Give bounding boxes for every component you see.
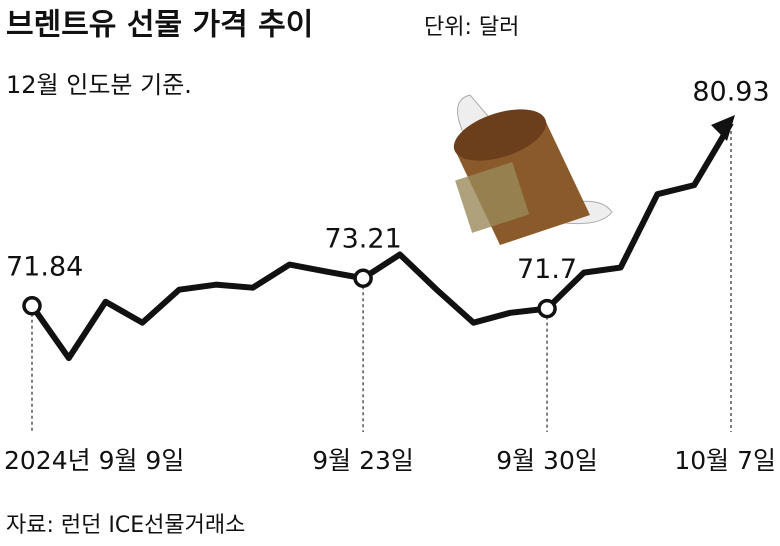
data-label: 73.21 [324, 224, 401, 255]
data-label: 71.7 [517, 254, 577, 285]
x-tick-label: 2024년 9월 9일 [4, 446, 184, 475]
point-marker [537, 298, 557, 319]
unit-label: 단위: 달러 [424, 15, 519, 40]
point-marker [353, 268, 373, 288]
arrow-head [711, 115, 735, 142]
data-label: 71.84 [6, 251, 83, 282]
chart-title: 브렌트유 선물 가격 추이 [6, 8, 313, 43]
x-tick-label: 9월 30일 [496, 446, 598, 475]
x-tick-label: 9월 23일 [312, 446, 414, 475]
line [29, 121, 734, 362]
point-marker [22, 296, 42, 316]
oil-barrel-illustration [453, 94, 613, 245]
x-tick-label: 10월 7일 [674, 446, 776, 475]
data-label: 80.93 [692, 77, 769, 108]
source: 자료: 런던 ICE선물거래소 [6, 513, 245, 538]
subtitle: 12월 인도분 기준. [6, 71, 192, 99]
